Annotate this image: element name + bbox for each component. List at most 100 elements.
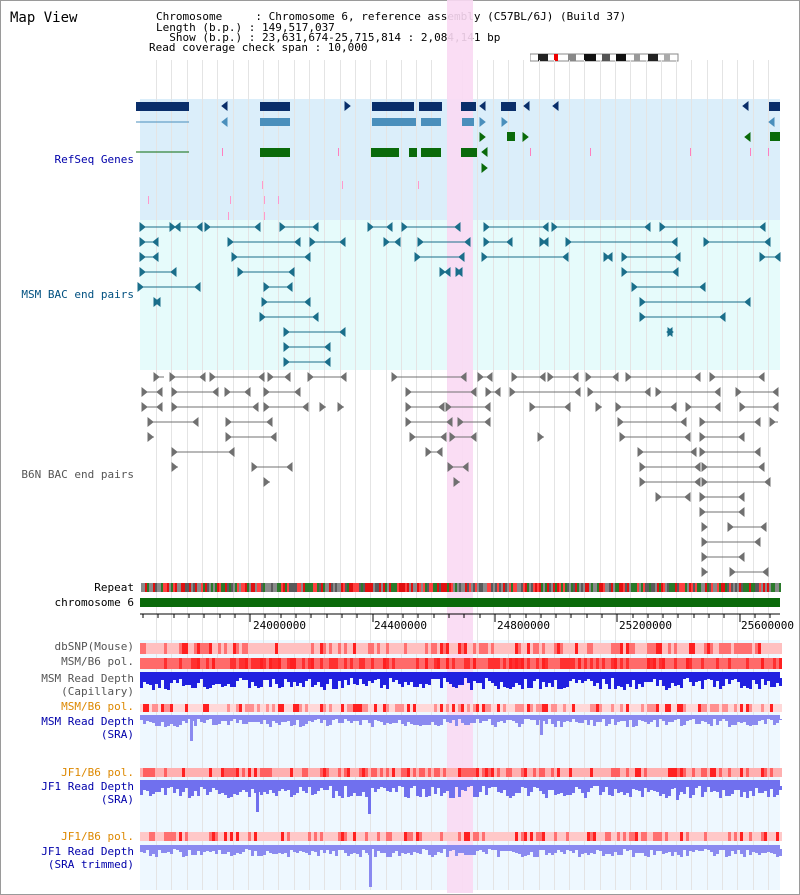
repeat-segment <box>169 583 171 592</box>
jf1-b6-pol-label-2[interactable]: JF1/B6 pol. <box>61 830 134 843</box>
msm-pol-heat-cell <box>596 704 599 712</box>
msm-sra-depth <box>710 719 713 726</box>
jf1-pol-heat-cell <box>431 832 434 841</box>
jf1-sra-depth <box>365 786 368 797</box>
chromosome-ideogram[interactable] <box>530 53 680 62</box>
msm-capillary-depth <box>338 678 341 681</box>
jf1-sra-depth <box>197 786 200 796</box>
msm-bac-label[interactable]: MSM BAC end pairs <box>21 288 134 301</box>
grid-line <box>233 60 234 890</box>
refseq-mini-feature <box>262 181 263 189</box>
jf1-pol-heat-cell <box>236 768 239 777</box>
jf1-trimmed-depth <box>227 849 230 852</box>
msm-pol-heat-cell <box>491 704 494 712</box>
msm-b6-pol-label-2[interactable]: MSM/B6 pol. <box>61 700 134 713</box>
msm-pol-heat-cell <box>224 704 227 712</box>
jf1-trimmed-depth <box>455 849 458 856</box>
refseq-label[interactable]: RefSeq Genes <box>54 153 134 166</box>
jf1-sra-depth <box>380 786 383 787</box>
repeat-segment <box>265 583 267 592</box>
jf1-pol-heat-cell <box>389 768 392 777</box>
msm-pol-heat-cell <box>281 658 284 669</box>
jf1-trimmed-depth <box>380 849 383 853</box>
repeat-segment <box>257 583 259 592</box>
jf1-pol-heat-cell <box>218 768 221 777</box>
refseq-gene-block <box>461 148 477 157</box>
jf1-pol-heat-cell <box>485 768 488 777</box>
dbsnp-heat-cell <box>461 643 464 654</box>
dbsnp-heat-cell <box>620 643 623 654</box>
msm-pol-heat-cell <box>284 658 287 669</box>
jf1-pol-heat-cell <box>692 768 695 777</box>
msm-pol-heat-cell <box>686 658 689 669</box>
msm-depth-sra-label[interactable]: MSM Read Depth <box>41 715 134 728</box>
jf1-pol-heat-cell <box>254 768 257 777</box>
dbsnp-heat-cell <box>470 643 473 654</box>
msm-capillary-depth <box>458 678 461 685</box>
jf1-trimmed-depth <box>596 849 599 850</box>
msm-pol-heat-cell <box>509 704 512 712</box>
msm-b6-pol-label[interactable]: MSM/B6 pol. <box>61 655 134 668</box>
msm-capillary-depth <box>245 678 248 680</box>
jf1-trimmed-depth <box>458 849 461 853</box>
b6n-bac-label[interactable]: B6N BAC end pairs <box>21 468 134 481</box>
jf1-sra-depth <box>242 786 245 790</box>
msm-pol-heat-cell <box>593 658 596 669</box>
msm-pol-heat-cell <box>527 658 530 669</box>
msm-pol-heat-cell <box>248 658 251 669</box>
jf1-pol-heat-cell <box>674 832 677 841</box>
jf1-depth-sra-label[interactable]: JF1 Read Depth <box>41 780 134 793</box>
jf1-pol-heat-cell <box>413 768 416 777</box>
jf1-pol-heat-cell <box>608 768 611 777</box>
dbsnp-label[interactable]: dbSNP(Mouse) <box>54 640 134 653</box>
msm-pol-heat-cell <box>443 704 446 712</box>
repeat-segment <box>699 583 701 592</box>
msm-depth-capillary-label[interactable]: MSM Read Depth <box>41 672 134 685</box>
jf1-pol-heat-cell <box>653 832 656 841</box>
b6n-bac-end <box>156 401 163 413</box>
repeat-segment <box>325 583 327 592</box>
msm-pol-heat-cell <box>170 704 173 712</box>
jf1-sra-depth <box>254 786 257 793</box>
msm-capillary-depth <box>452 678 455 687</box>
jf1-pol-heat-cell <box>194 832 197 841</box>
jf1-pol-heat-cell <box>500 832 503 841</box>
dbsnp-heat-cell <box>680 643 683 654</box>
msm-bac-end <box>644 221 651 233</box>
jf1-sra-depth <box>392 786 395 788</box>
jf1-pol-heat-cell <box>455 832 458 841</box>
jf1-sra-depth <box>758 786 761 793</box>
jf1-trimmed-depth <box>170 849 173 854</box>
jf1-pol-heat-cell <box>710 832 713 841</box>
jf1-pol-heat-cell <box>773 768 776 777</box>
dbsnp-heat-cell <box>146 643 149 654</box>
msm-pol-heat-cell <box>215 704 218 712</box>
refseq-gene-marker <box>479 131 486 143</box>
msm-sra-depth <box>347 719 350 721</box>
msm-pol-heat-cell <box>533 658 536 669</box>
jf1-sra-depth <box>587 786 590 792</box>
msm-pol-heat-cell <box>218 704 221 712</box>
jf1-sra-depth <box>659 786 662 796</box>
jf1-b6-pol-label[interactable]: JF1/B6 pol. <box>61 766 134 779</box>
repeat-segment <box>443 583 445 592</box>
msm-pol-heat-cell <box>281 704 284 712</box>
repeat-segment <box>475 583 477 592</box>
dbsnp-heat-cell <box>371 643 374 654</box>
msm-pol-heat-cell <box>599 658 602 669</box>
msm-capillary-depth <box>353 678 356 684</box>
jf1-trimmed-depth <box>665 849 668 853</box>
jf1-sra-depth <box>605 786 608 787</box>
jf1-pol-heat-cell <box>707 768 710 777</box>
b6n-bac-end <box>701 536 708 548</box>
msm-pol-heat-cell <box>335 704 338 712</box>
jf1-pol-heat-cell <box>224 832 227 841</box>
msm-pol-heat-cell <box>524 704 527 712</box>
jf1-pol-heat-cell <box>266 768 269 777</box>
jf1-sra-depth <box>581 786 584 793</box>
msm-pol-heat-cell <box>446 704 449 712</box>
jf1-depth-trimmed-label[interactable]: JF1 Read Depth <box>41 845 134 858</box>
msm-pol-heat-cell <box>623 704 626 712</box>
jf1-sra-depth <box>452 786 455 798</box>
msm-sra-depth <box>599 719 602 722</box>
